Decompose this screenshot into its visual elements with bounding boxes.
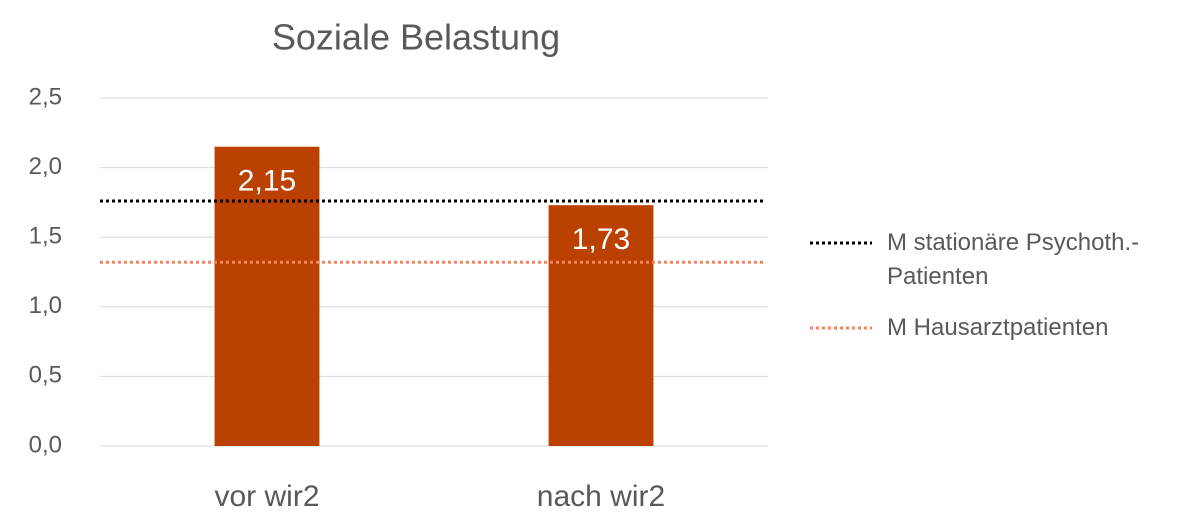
y-tick-label: 1,0 (29, 292, 62, 319)
bar (548, 205, 654, 446)
data-label: 1,73 (572, 223, 630, 256)
y-tick-label: 1,5 (29, 223, 62, 250)
data-label: 2,15 (238, 165, 296, 198)
legend-label: M Hausarztpatienten (887, 314, 1109, 341)
y-tick-label: 0,0 (29, 431, 62, 458)
y-tick-label: 2,0 (29, 153, 62, 180)
chart-title: Soziale Belastung (272, 17, 560, 58)
legend-label: M stationäre Psychoth.-Patienten (887, 229, 1140, 290)
y-tick-label: 0,5 (29, 362, 62, 389)
y-tick-label: 2,5 (29, 83, 62, 110)
x-tick-label: vor wir2 (214, 480, 319, 513)
bar (214, 146, 320, 446)
x-tick-label: nach wir2 (537, 480, 665, 513)
